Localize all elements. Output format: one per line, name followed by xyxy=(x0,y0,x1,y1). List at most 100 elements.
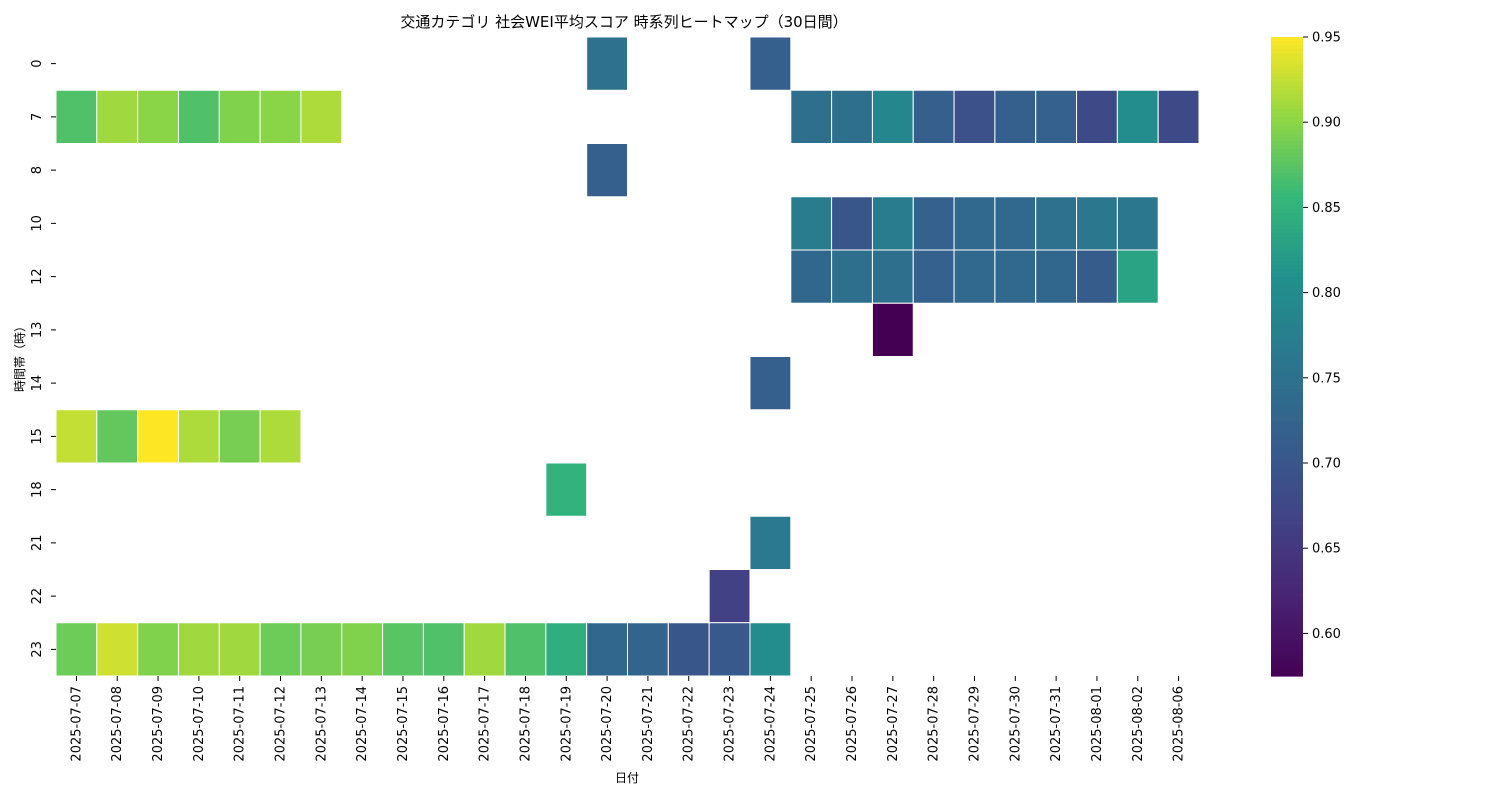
y-tick-label: 10 xyxy=(30,215,45,232)
heatmap-cell xyxy=(463,622,506,677)
x-tick-label: 2025-07-20 xyxy=(600,686,615,762)
colorbar-segment xyxy=(1271,528,1303,533)
x-tick-label: 2025-07-24 xyxy=(763,686,778,762)
colorbar-tick-label: 0.90 xyxy=(1312,116,1341,131)
heatmap-cell xyxy=(749,36,792,91)
colorbar-segment xyxy=(1271,600,1303,605)
colorbar-segment xyxy=(1271,300,1303,306)
x-tick-label: 2025-08-01 xyxy=(1090,686,1105,762)
colorbar-segment xyxy=(1271,380,1303,386)
heatmap-cell xyxy=(137,89,179,144)
colorbar-segment xyxy=(1271,524,1303,529)
colorbar-segment xyxy=(1271,152,1303,158)
colorbar-segment xyxy=(1271,304,1303,310)
colorbar-segment xyxy=(1271,360,1303,366)
colorbar-segment xyxy=(1271,132,1303,138)
colorbar-tick-label: 0.70 xyxy=(1312,457,1341,472)
x-tick-label: 2025-07-12 xyxy=(274,686,289,762)
heatmap-cell xyxy=(1116,89,1159,144)
y-tick-label: 7 xyxy=(30,113,45,121)
colorbar-segment xyxy=(1271,192,1303,198)
colorbar-segment xyxy=(1271,276,1303,282)
heatmap-cell xyxy=(55,89,98,144)
y-tick-label: 21 xyxy=(30,535,45,552)
heatmap-cell xyxy=(96,409,139,464)
x-tick-label: 2025-07-26 xyxy=(845,686,860,762)
heatmap-cell xyxy=(177,622,220,677)
heatmap-cell xyxy=(790,249,833,304)
colorbar-segment xyxy=(1271,96,1303,102)
x-tick-label: 2025-07-25 xyxy=(804,686,819,762)
heatmap-cell xyxy=(96,89,139,144)
colorbar-segment xyxy=(1271,652,1303,657)
colorbar-segment xyxy=(1271,344,1303,350)
heatmap-cells xyxy=(55,36,1200,677)
colorbar-segment xyxy=(1271,260,1303,266)
heatmap-cell xyxy=(259,409,302,464)
y-tick-label: 0 xyxy=(30,59,45,67)
heatmap-cell xyxy=(1035,249,1078,304)
colorbar-segment xyxy=(1271,628,1303,633)
colorbar-segment xyxy=(1271,572,1303,577)
colorbar-segment xyxy=(1271,320,1303,326)
colorbar-segment xyxy=(1271,68,1303,74)
colorbar-segment xyxy=(1271,168,1303,174)
x-tick-label: 2025-07-18 xyxy=(518,686,533,762)
colorbar-segment xyxy=(1271,408,1303,414)
colorbar-segment xyxy=(1271,568,1303,573)
colorbar-segment xyxy=(1271,592,1303,597)
heatmap-cell xyxy=(300,622,343,677)
heatmap-cell xyxy=(790,89,833,144)
colorbar-segment xyxy=(1271,436,1303,441)
colorbar-segment xyxy=(1271,416,1303,421)
heatmap-cell xyxy=(1035,196,1078,251)
y-tick-label: 22 xyxy=(30,588,45,605)
x-tick-label: 2025-07-31 xyxy=(1049,686,1064,762)
x-tick-label: 2025-08-06 xyxy=(1172,686,1187,762)
y-tick-label: 14 xyxy=(30,375,45,392)
x-tick-label: 2025-07-13 xyxy=(314,686,329,762)
colorbar-segment xyxy=(1271,660,1303,665)
colorbar-segment xyxy=(1271,332,1303,338)
heatmap-cell xyxy=(953,89,996,144)
colorbar-segment xyxy=(1271,388,1303,394)
colorbar-segment xyxy=(1271,508,1303,513)
x-axis-label: 日付 xyxy=(615,771,639,785)
colorbar-segment xyxy=(1271,340,1303,346)
colorbar-tick-label: 0.75 xyxy=(1312,371,1341,386)
heatmap-cell xyxy=(545,462,588,517)
colorbar-segment xyxy=(1271,240,1303,246)
x-tick-label: 2025-07-11 xyxy=(233,686,248,762)
colorbar-segment xyxy=(1271,484,1303,489)
colorbar-segment xyxy=(1271,316,1303,322)
heatmap-cell xyxy=(667,622,710,677)
colorbar-segment xyxy=(1271,364,1303,370)
heatmap-cell xyxy=(871,89,914,144)
heatmap-cell xyxy=(708,569,751,624)
colorbar-tick-label: 0.65 xyxy=(1312,542,1341,557)
x-tick-label: 2025-07-16 xyxy=(437,686,452,762)
x-tick-label: 2025-07-15 xyxy=(396,686,411,762)
colorbar-segment xyxy=(1271,244,1303,250)
colorbar-segment xyxy=(1271,268,1303,274)
colorbar-segment xyxy=(1271,432,1303,437)
colorbar-segment xyxy=(1271,560,1303,565)
colorbar-segment xyxy=(1271,352,1303,358)
heatmap-cell xyxy=(912,196,955,251)
x-tick-label: 2025-07-27 xyxy=(886,686,901,762)
colorbar-segment xyxy=(1271,420,1303,425)
heatmap-cell xyxy=(422,622,465,677)
colorbar-segment xyxy=(1271,40,1303,46)
chart-title: 交通カテゴリ 社会WEI平均スコア 時系列ヒートマップ（30日間） xyxy=(400,13,847,31)
colorbar-segment xyxy=(1271,564,1303,569)
heatmap-cell xyxy=(586,36,628,91)
colorbar-segment xyxy=(1271,148,1303,154)
colorbar-segment xyxy=(1271,212,1303,218)
colorbar-segment xyxy=(1271,284,1303,290)
colorbar-segment xyxy=(1271,92,1303,98)
colorbar-segment xyxy=(1271,552,1303,557)
colorbar-segment xyxy=(1271,672,1303,677)
y-tick-label: 13 xyxy=(30,322,45,339)
x-tick-label: 2025-07-29 xyxy=(967,686,982,762)
